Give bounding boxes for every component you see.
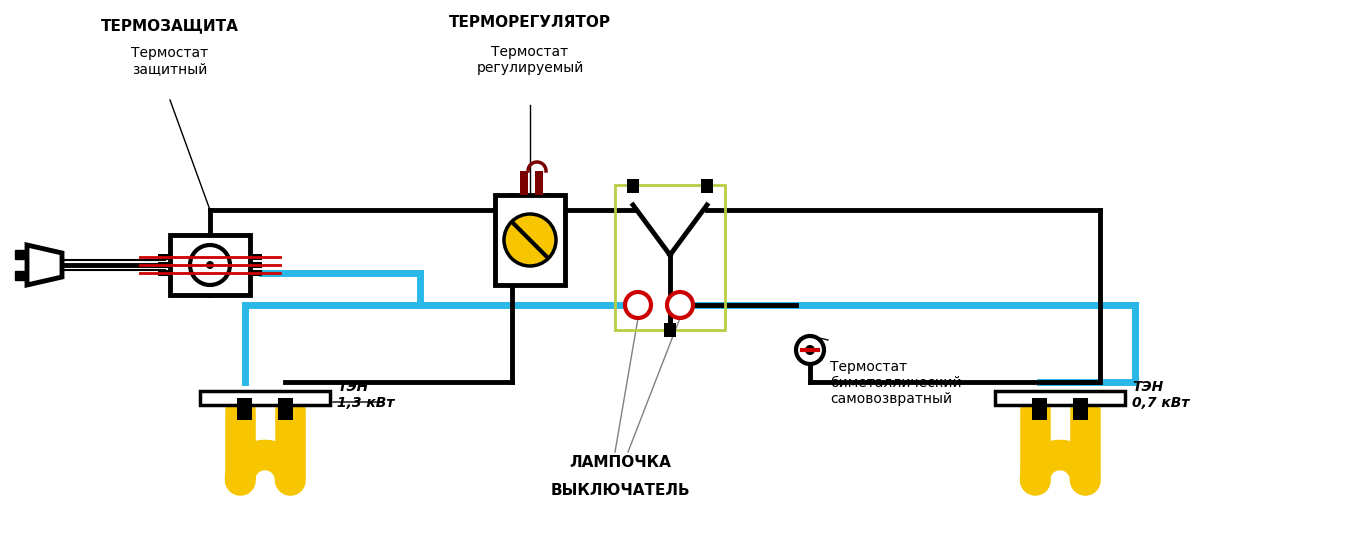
Text: ТЭН
1,3 кВт: ТЭН 1,3 кВт: [337, 380, 394, 410]
Circle shape: [625, 292, 651, 318]
Bar: [158, 270, 171, 276]
Bar: [520, 171, 528, 195]
Bar: [201, 391, 330, 405]
Text: ТЭН
0,7 кВт: ТЭН 0,7 кВт: [1132, 380, 1189, 410]
Circle shape: [206, 261, 214, 269]
Bar: [535, 171, 543, 195]
Bar: [171, 235, 250, 295]
Bar: [616, 185, 725, 330]
Circle shape: [190, 245, 229, 285]
Text: ТЕРМОРЕГУЛЯТОР: ТЕРМОРЕГУЛЯТОР: [449, 15, 612, 30]
Bar: [158, 262, 171, 268]
Bar: [238, 398, 253, 420]
Text: Термостат
регулируемый: Термостат регулируемый: [476, 45, 584, 75]
Bar: [15, 250, 27, 259]
Text: Термостат
защитный: Термостат защитный: [131, 46, 209, 76]
Bar: [995, 391, 1125, 405]
Polygon shape: [27, 245, 61, 285]
Bar: [702, 179, 713, 193]
Circle shape: [796, 336, 824, 364]
Bar: [278, 398, 293, 420]
Text: Термостат
биметаллический
самовозвратный: Термостат биметаллический самовозвратный: [830, 360, 961, 407]
Bar: [15, 271, 27, 280]
Bar: [158, 254, 171, 260]
Bar: [495, 195, 565, 285]
Bar: [250, 254, 262, 260]
Text: ВЫКЛЮЧАТЕЛЬ: ВЫКЛЮЧАТЕЛЬ: [550, 483, 689, 498]
Bar: [1073, 398, 1088, 420]
Bar: [663, 323, 676, 337]
Bar: [250, 270, 262, 276]
Circle shape: [805, 345, 815, 355]
Bar: [1032, 398, 1047, 420]
Text: ЛАМПОЧКА: ЛАМПОЧКА: [569, 455, 672, 470]
Bar: [250, 262, 262, 268]
Text: ТЕРМОЗАЩИТА: ТЕРМОЗАЩИТА: [101, 18, 239, 33]
Bar: [627, 179, 639, 193]
Circle shape: [667, 292, 693, 318]
Circle shape: [504, 214, 556, 266]
